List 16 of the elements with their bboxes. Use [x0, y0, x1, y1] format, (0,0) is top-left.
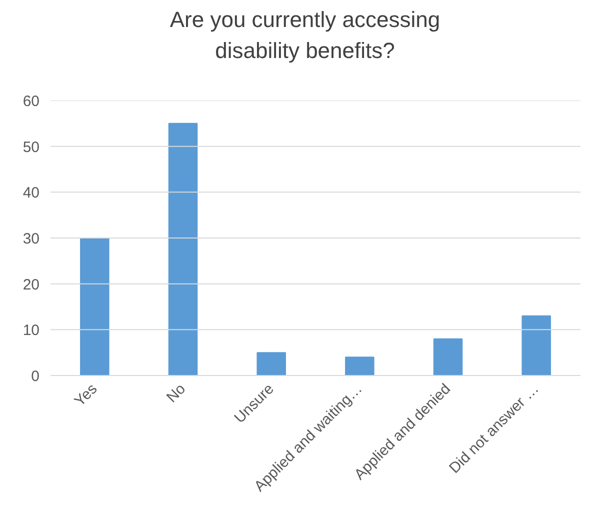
chart-title: Are you currently accessing disability benefits? — [170, 6, 440, 65]
x-tick-label: Yes — [71, 380, 101, 410]
bar — [433, 338, 463, 376]
y-tick-label: 40 — [22, 184, 40, 202]
y-tick-label: 30 — [22, 230, 40, 248]
y-tick-label: 10 — [22, 322, 40, 340]
bar — [80, 238, 110, 376]
bar — [168, 122, 198, 376]
y-tick-label: 50 — [22, 138, 40, 156]
x-tick-label: No — [163, 380, 190, 406]
y-tick-label: 0 — [31, 368, 40, 385]
bar — [256, 352, 286, 376]
y-tick-label: 60 — [22, 93, 40, 110]
bar — [345, 356, 374, 376]
y-tick-label: 20 — [22, 276, 40, 294]
bar — [522, 315, 551, 376]
